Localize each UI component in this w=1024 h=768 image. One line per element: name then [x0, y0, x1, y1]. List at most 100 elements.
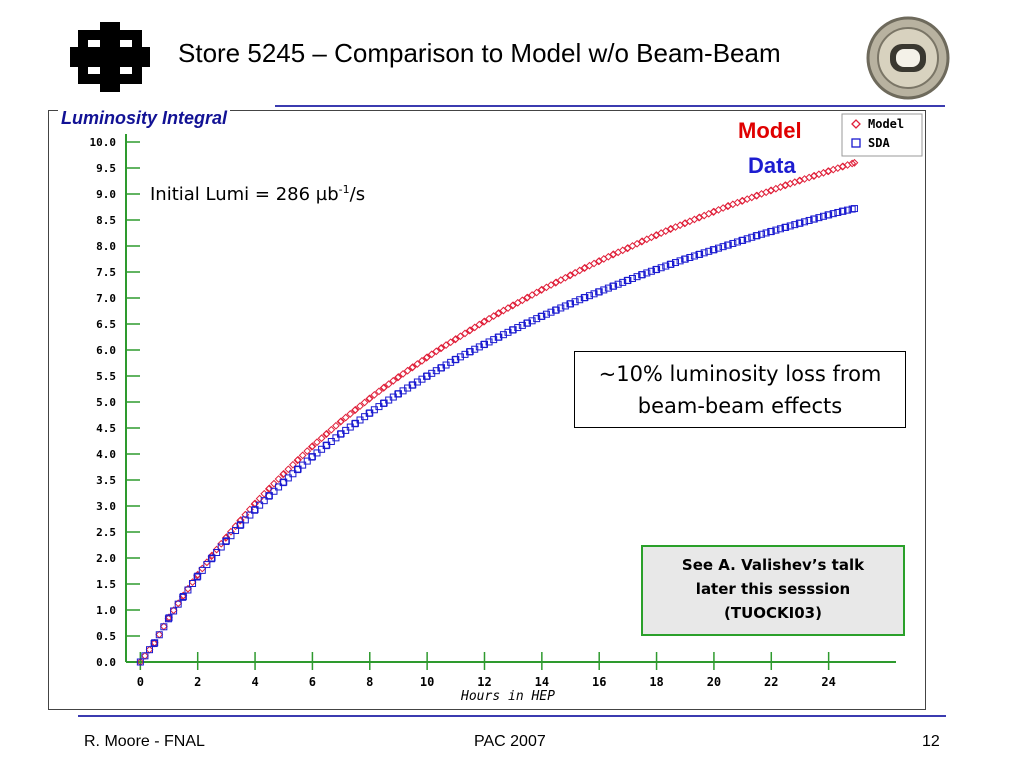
- sda-point: [151, 639, 159, 647]
- model-point: [451, 335, 460, 343]
- sda-point: [184, 586, 192, 594]
- sda-point: [514, 324, 522, 332]
- model-point: [389, 376, 398, 385]
- sda-point: [164, 615, 172, 623]
- sda-point: [638, 271, 646, 279]
- model-point: [480, 317, 489, 326]
- sda-point: [671, 259, 679, 267]
- sda-point: [604, 284, 612, 292]
- sda-point: [624, 276, 632, 284]
- sda-point: [499, 331, 507, 339]
- sda-point: [839, 207, 847, 215]
- sda-point: [524, 319, 532, 327]
- legend-entry-model: Model: [868, 117, 904, 131]
- sda-point: [581, 293, 589, 301]
- model-point: [437, 344, 446, 352]
- sda-point: [495, 333, 503, 341]
- sda-point: [284, 474, 292, 482]
- sda-point: [275, 483, 283, 491]
- data-series-label: Data: [748, 153, 796, 178]
- sda-point: [509, 326, 517, 334]
- sda-point: [294, 465, 302, 473]
- x-tick-label: 12: [477, 675, 491, 689]
- model-point: [260, 489, 269, 498]
- y-tick-label: 6.0: [96, 344, 116, 357]
- sda-point: [571, 298, 579, 306]
- sda-point: [561, 302, 569, 310]
- y-tick-label: 9.5: [96, 162, 116, 175]
- model-point: [356, 402, 364, 411]
- sda-point: [289, 470, 297, 478]
- sda-point: [213, 549, 221, 557]
- sda-point: [829, 210, 837, 218]
- sda-point: [810, 215, 818, 223]
- model-point: [308, 442, 317, 451]
- model-point: [298, 451, 307, 460]
- sda-point: [294, 466, 302, 474]
- y-tick-label: 0.5: [96, 630, 116, 643]
- sda-point: [136, 658, 144, 666]
- y-tick-label: 4.0: [96, 448, 116, 461]
- sda-point: [805, 216, 813, 224]
- model-point: [375, 387, 383, 396]
- sda-point: [528, 317, 536, 325]
- model-point: [456, 332, 465, 341]
- sda-point: [170, 607, 178, 615]
- model-point: [446, 338, 455, 347]
- talk-callout-line: later this sesssion: [695, 580, 851, 598]
- model-point: [289, 460, 297, 469]
- model-point: [399, 369, 407, 378]
- y-tick-label: 8.5: [96, 214, 116, 227]
- y-tick-label: 5.0: [96, 396, 116, 409]
- model-point: [384, 380, 393, 389]
- sda-point: [791, 221, 799, 229]
- chart-legend: Model SDA: [841, 113, 923, 157]
- y-tick-label: 5.5: [96, 370, 116, 383]
- talk-reference-callout: See A. Valishev’s talk later this sesssi…: [641, 545, 905, 636]
- y-tick-label: 8.0: [96, 240, 116, 253]
- y-tick-label: 0.0: [96, 656, 116, 669]
- model-point: [380, 383, 389, 392]
- sda-point: [743, 235, 751, 243]
- model-point: [442, 341, 450, 349]
- sda-point: [194, 572, 202, 580]
- y-tick-label: 7.0: [96, 292, 116, 305]
- initial-lumi-text: Initial Lumi = 286 µb: [150, 184, 339, 205]
- sda-point: [710, 246, 718, 254]
- x-tick-label: 8: [366, 675, 373, 689]
- sda-point: [633, 273, 641, 281]
- sda-point: [279, 479, 287, 487]
- fermilab-logo-icon: [70, 22, 150, 92]
- sda-point: [595, 288, 603, 296]
- sda-point: [614, 280, 622, 288]
- sda-point: [165, 614, 173, 622]
- sda-point: [801, 218, 809, 226]
- y-tick-label: 4.5: [96, 422, 116, 435]
- sda-point: [590, 290, 598, 298]
- sda-point: [653, 265, 661, 273]
- model-point: [360, 398, 369, 407]
- beam-pipe-photo-icon: [866, 16, 950, 100]
- sda-point: [533, 315, 541, 323]
- model-point: [294, 455, 302, 464]
- sda-point: [265, 492, 273, 500]
- x-tick-label: 0: [137, 675, 144, 689]
- loss-callout-line: ~10% luminosity loss from: [598, 362, 882, 386]
- sda-point: [270, 487, 278, 495]
- sda-point: [452, 355, 460, 363]
- sda-point: [610, 282, 618, 290]
- model-point: [284, 465, 293, 474]
- x-tick-label: 2: [194, 675, 201, 689]
- sda-point: [265, 492, 273, 500]
- sda-point: [299, 461, 307, 469]
- sda-point: [705, 247, 713, 255]
- sda-point: [690, 252, 698, 260]
- model-point: [341, 413, 350, 422]
- initial-lumi-unit: /s: [349, 184, 366, 205]
- header-rule: [275, 105, 945, 107]
- legend-entry-sda: SDA: [868, 136, 890, 150]
- sda-point: [174, 600, 182, 608]
- model-point: [327, 425, 336, 434]
- sda-point: [260, 497, 268, 505]
- sda-point: [776, 225, 784, 233]
